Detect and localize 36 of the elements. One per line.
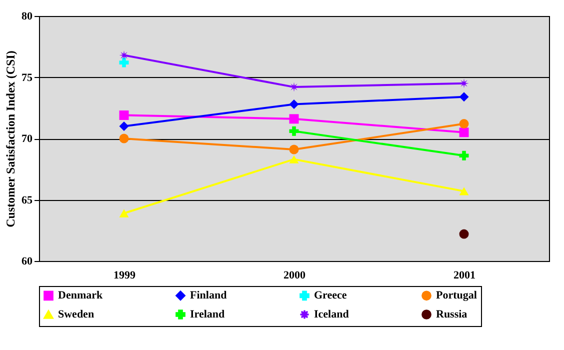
- legend-label: Denmark: [58, 290, 104, 302]
- point: [119, 110, 129, 120]
- point: [119, 122, 129, 131]
- point: [289, 126, 299, 136]
- x-tick-label: 2000: [284, 270, 306, 282]
- point: [459, 150, 469, 160]
- point: [289, 155, 299, 164]
- point: [459, 229, 469, 239]
- legend-label: Iceland: [314, 308, 349, 320]
- x-tick-label: 2001: [454, 270, 476, 282]
- legend-label: Sweden: [58, 308, 94, 320]
- point: [459, 78, 469, 88]
- y-tick-label: 75: [22, 72, 33, 84]
- point: [119, 134, 129, 144]
- point: [119, 209, 129, 218]
- y-tick-label: 70: [22, 133, 33, 145]
- point: [119, 58, 129, 68]
- y-tick-label: 80: [22, 10, 33, 22]
- point: [289, 114, 299, 124]
- y-tick-label: 65: [22, 194, 33, 206]
- point: [459, 128, 469, 138]
- legend-label: Greece: [314, 290, 347, 302]
- legend-label: Portugal: [436, 290, 477, 302]
- point: [459, 187, 469, 196]
- legend-label: Russia: [436, 308, 468, 320]
- point: [459, 92, 469, 102]
- legend-label: Finland: [190, 290, 227, 302]
- point: [459, 119, 469, 129]
- y-tick-label: 60: [22, 256, 33, 268]
- point: [119, 50, 129, 60]
- point: [289, 144, 299, 154]
- point: [289, 82, 299, 92]
- y-axis-title: Customer Satisfaction Index (CSI): [4, 50, 18, 228]
- point: [289, 99, 299, 109]
- legend-label: Ireland: [190, 308, 225, 320]
- x-tick-label: 1999: [114, 270, 136, 282]
